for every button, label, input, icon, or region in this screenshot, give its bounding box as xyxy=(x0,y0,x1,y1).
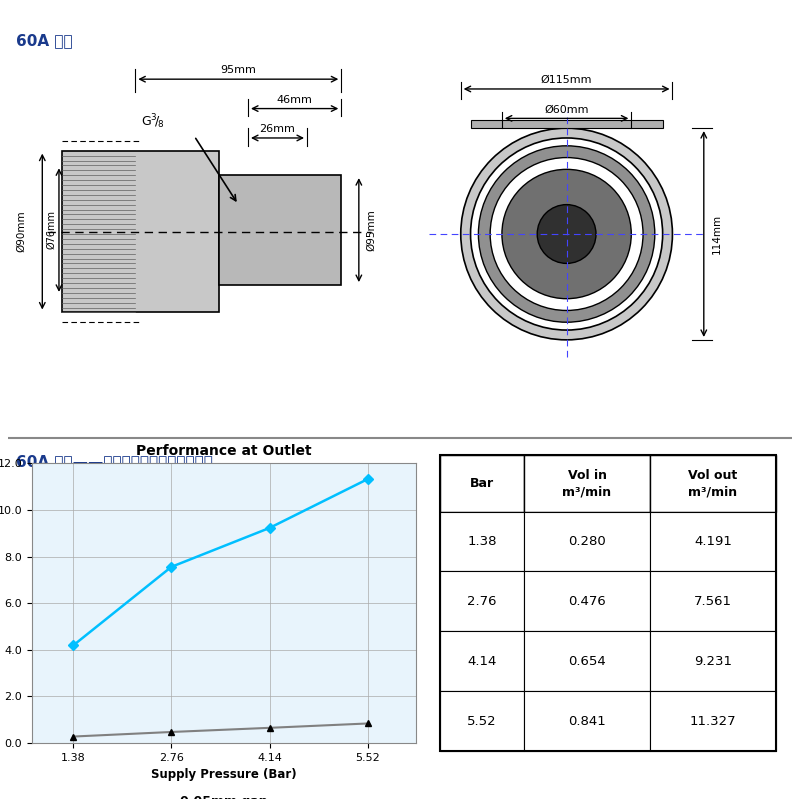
Input Volume xyxy=(69,732,78,741)
Text: 0.476: 0.476 xyxy=(568,595,606,608)
Text: Ø115mm: Ø115mm xyxy=(541,75,592,85)
Text: 5.52: 5.52 xyxy=(467,714,497,728)
Circle shape xyxy=(502,169,631,299)
Circle shape xyxy=(490,157,643,311)
Output Volume xyxy=(265,523,274,533)
FancyBboxPatch shape xyxy=(440,571,524,631)
Output Volume xyxy=(363,475,373,484)
Text: 46mm: 46mm xyxy=(276,94,312,105)
Text: Vol out
m³/min: Vol out m³/min xyxy=(688,469,738,498)
Text: 0.654: 0.654 xyxy=(568,654,606,668)
Text: 0.05mm gap: 0.05mm gap xyxy=(180,794,268,799)
Text: Vol in
m³/min: Vol in m³/min xyxy=(562,469,611,498)
Text: 0.280: 0.280 xyxy=(568,535,606,548)
Input Volume xyxy=(265,723,274,733)
Input Volume xyxy=(166,727,176,737)
Text: 0.841: 0.841 xyxy=(568,714,606,728)
Text: 9.231: 9.231 xyxy=(694,654,732,668)
Circle shape xyxy=(538,205,596,264)
Text: 2.76: 2.76 xyxy=(467,595,497,608)
Output Volume xyxy=(166,562,176,571)
Text: Bar: Bar xyxy=(470,477,494,490)
Text: 1.38: 1.38 xyxy=(467,535,497,548)
FancyBboxPatch shape xyxy=(650,571,776,631)
Text: G$^3\!/_{\!8}$: G$^3\!/_{\!8}$ xyxy=(142,113,165,131)
Text: 4.191: 4.191 xyxy=(694,535,732,548)
Line: Output Volume: Output Volume xyxy=(70,475,371,649)
Text: 26mm: 26mm xyxy=(259,124,295,134)
FancyBboxPatch shape xyxy=(440,511,524,571)
Text: Ø76mm: Ø76mm xyxy=(46,209,56,248)
Text: 60A 尺寸: 60A 尺寸 xyxy=(16,33,73,48)
Text: 60A 性能——不同压力下的输入输出气量: 60A 性能——不同压力下的输入输出气量 xyxy=(16,454,213,469)
FancyBboxPatch shape xyxy=(650,691,776,751)
FancyBboxPatch shape xyxy=(440,455,524,511)
Polygon shape xyxy=(218,175,341,285)
Input Volume xyxy=(363,718,373,728)
Output Volume xyxy=(69,641,78,650)
Circle shape xyxy=(461,128,673,340)
FancyBboxPatch shape xyxy=(650,511,776,571)
FancyBboxPatch shape xyxy=(650,631,776,691)
Circle shape xyxy=(470,138,662,330)
FancyBboxPatch shape xyxy=(524,511,650,571)
Polygon shape xyxy=(62,151,218,312)
Text: Ø90mm: Ø90mm xyxy=(16,210,26,252)
Circle shape xyxy=(478,145,655,322)
FancyBboxPatch shape xyxy=(440,691,524,751)
Text: 7.561: 7.561 xyxy=(694,595,732,608)
X-axis label: Supply Pressure (Bar): Supply Pressure (Bar) xyxy=(151,769,297,781)
FancyBboxPatch shape xyxy=(524,691,650,751)
Text: 11.327: 11.327 xyxy=(690,714,736,728)
FancyBboxPatch shape xyxy=(524,455,650,511)
FancyBboxPatch shape xyxy=(524,631,650,691)
Text: 4.14: 4.14 xyxy=(467,654,497,668)
Polygon shape xyxy=(470,121,662,128)
FancyBboxPatch shape xyxy=(524,571,650,631)
Text: 114mm: 114mm xyxy=(712,214,722,254)
Text: Ø60mm: Ø60mm xyxy=(544,105,589,114)
FancyBboxPatch shape xyxy=(650,455,776,511)
Title: Performance at Outlet: Performance at Outlet xyxy=(136,444,312,458)
Text: 95mm: 95mm xyxy=(220,66,256,75)
FancyBboxPatch shape xyxy=(440,631,524,691)
Text: Ø95mm: Ø95mm xyxy=(366,209,377,251)
Line: Input Volume: Input Volume xyxy=(70,720,371,740)
